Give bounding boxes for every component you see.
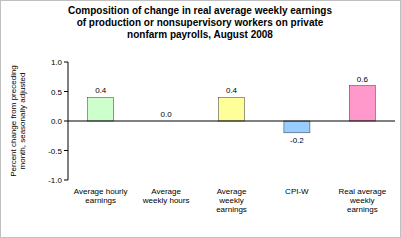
text-line: earnings — [347, 205, 378, 214]
text-line: Composition of change in real average we… — [68, 5, 332, 16]
text-line: Average — [217, 187, 247, 196]
text-line: CPI-W — [285, 187, 309, 196]
zero-line — [68, 121, 395, 122]
background — [1, 1, 401, 238]
title: Composition of change in real average we… — [68, 5, 332, 40]
text-line: Average — [151, 187, 181, 196]
text-line: earnings — [216, 205, 247, 214]
text-line: Average hourly — [74, 187, 128, 196]
x-tick-label: Average hourlyearnings — [74, 187, 128, 205]
text-line: weekly — [218, 196, 243, 205]
data-label: -0.2 — [290, 136, 304, 145]
x-tick-label: Averageweeklyearnings — [216, 187, 247, 214]
bar — [349, 86, 375, 121]
text-line: Percent change from preceding — [9, 65, 18, 177]
bars — [88, 86, 376, 133]
y-tick-label: 0.0 — [51, 117, 63, 126]
x-tick-label: Real averageweeklyearnings — [339, 187, 387, 214]
text-line: nonfarm payrolls, August 2008 — [127, 29, 273, 40]
data-label: 0.4 — [226, 86, 238, 95]
text-line: weekly — [349, 196, 374, 205]
y-tick — [64, 62, 68, 63]
x-tick-label: Averageweekly hours — [142, 187, 190, 205]
y-tick-label: -1.0 — [48, 176, 62, 185]
y-tick — [64, 150, 68, 151]
bar — [88, 97, 114, 121]
y-tick — [64, 121, 68, 122]
y-tick-label: -0.5 — [48, 147, 62, 156]
bar — [219, 97, 245, 121]
data-label: 0.4 — [95, 86, 107, 95]
bar — [284, 121, 310, 133]
text-line: month, seasonally adjusted — [18, 73, 27, 170]
data-label: 0.6 — [357, 75, 369, 84]
chart: Composition of change in real average we… — [0, 0, 401, 238]
text-line: earnings — [85, 196, 116, 205]
y-tick — [64, 91, 68, 92]
y-tick — [64, 180, 68, 181]
y-tick-label: 0.5 — [51, 88, 63, 97]
y-tick-label: 1.0 — [51, 58, 63, 67]
text-line: Real average — [339, 187, 387, 196]
y-axis-label: Percent change from precedingmonth, seas… — [9, 65, 27, 177]
data-label: 0.0 — [161, 110, 173, 119]
x-tick-label: CPI-W — [285, 187, 309, 196]
text-line: of production or nonsupervisory workers … — [77, 17, 324, 28]
text-line: weekly hours — [142, 196, 190, 205]
